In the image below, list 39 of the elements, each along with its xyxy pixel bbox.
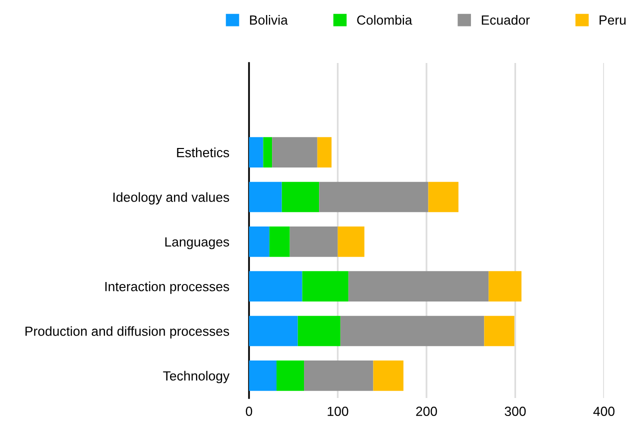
bar <box>319 182 428 212</box>
bar <box>269 226 290 257</box>
x-tick-label: 300 <box>504 406 526 416</box>
bar <box>249 226 270 257</box>
bar <box>290 226 338 257</box>
x-tick-label: 200 <box>416 406 437 416</box>
x-tick-label: 100 <box>328 406 348 416</box>
bar <box>249 316 298 346</box>
bar <box>276 360 304 391</box>
bar <box>488 271 522 302</box>
bar <box>340 316 484 346</box>
y-tick-label: Ideology and values <box>113 192 230 205</box>
y-tick-label: Technology <box>163 370 230 384</box>
bar <box>249 137 264 168</box>
bar <box>272 137 318 168</box>
bar <box>373 360 404 391</box>
bar <box>298 316 340 346</box>
y-tick-label: Production and diffusion processes <box>26 326 230 339</box>
bar <box>304 360 374 391</box>
bar <box>428 182 458 212</box>
x-tick-label: 0 <box>246 406 252 416</box>
bar <box>282 182 320 212</box>
bar <box>263 137 272 168</box>
bar <box>484 316 514 346</box>
y-tick-label: Esthetics <box>177 148 230 158</box>
y-tick-label: Interaction processes <box>105 282 230 294</box>
y-tick-label: Languages <box>165 237 230 250</box>
legend-label: Peru <box>600 16 626 25</box>
legend-label: Colombia <box>357 15 412 25</box>
bar <box>338 226 364 257</box>
bar <box>302 271 348 302</box>
legend-label: Bolivia <box>250 15 288 25</box>
bar <box>249 271 302 302</box>
bar <box>249 182 282 212</box>
bar <box>317 137 332 168</box>
bar <box>348 271 489 302</box>
x-tick-label: 400 <box>593 406 614 416</box>
bar <box>249 360 277 391</box>
legend-label: Ecuador <box>482 15 530 25</box>
